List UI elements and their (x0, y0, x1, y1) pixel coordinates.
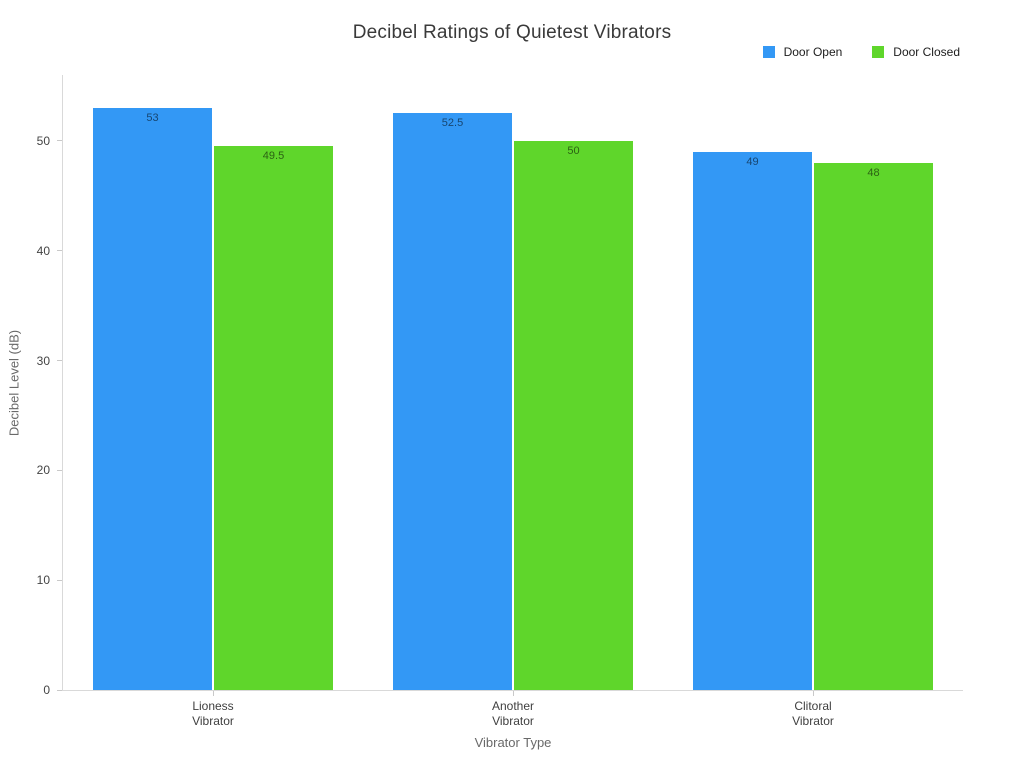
legend-label: Door Open (783, 45, 843, 59)
y-tick-label: 20 (36, 463, 50, 478)
chart-title: Decibel Ratings of Quietest Vibrators (352, 22, 672, 43)
y-tick-mark (57, 140, 62, 142)
y-tick-mark (57, 579, 62, 581)
bar-door-open: 53 (93, 107, 212, 690)
y-tick-label: 0 (43, 683, 50, 697)
bar-value-label: 52.5 (441, 117, 464, 130)
bar-value-label: 50 (567, 144, 580, 157)
bar-door-closed: 50 (514, 140, 633, 690)
bar-value-label: 49 (746, 155, 759, 168)
y-tick-mark (57, 360, 62, 362)
plot-area: Decibel Level (dB) Vibrator Type 0 10 20 30… (7, 75, 963, 750)
x-tick-mark (513, 691, 514, 696)
bar-door-closed: 48 (814, 162, 933, 690)
legend-item-door-closed: Door Closed (872, 45, 960, 59)
y-tick-label: 40 (36, 243, 50, 258)
x-tick-label: Another Vibrator (491, 699, 535, 728)
x-tick-mark (813, 691, 814, 696)
legend: Door Open Door Closed (762, 45, 960, 59)
bar-door-open: 52.5 (393, 113, 512, 690)
y-tick-label: 30 (36, 353, 50, 368)
y-tick-mark (57, 469, 62, 471)
bar-value-label: 48 (867, 166, 880, 179)
x-tick-label: Clitoral Vibrator (792, 699, 834, 728)
bar-door-closed: 49.5 (214, 146, 333, 690)
y-tick-label: 10 (36, 573, 50, 588)
y-axis-title: Decibel Level (dB) (6, 329, 22, 436)
legend-swatch-icon (762, 46, 775, 58)
bar-value-label: 49.5 (262, 150, 285, 163)
legend-label: Door Closed (893, 45, 960, 59)
y-tick-mark (57, 250, 62, 252)
x-tick-mark (213, 691, 214, 696)
legend-swatch-icon (872, 46, 885, 58)
y-tick-label: 50 (36, 133, 50, 148)
x-axis-title: Vibrator Type (474, 735, 552, 750)
bar-door-open: 49 (693, 151, 812, 690)
x-tick-label: Lioness Vibrator (192, 699, 234, 728)
legend-item-door-open: Door Open (762, 45, 843, 59)
bar-value-label: 53 (146, 111, 159, 124)
y-tick-mark (57, 689, 62, 691)
